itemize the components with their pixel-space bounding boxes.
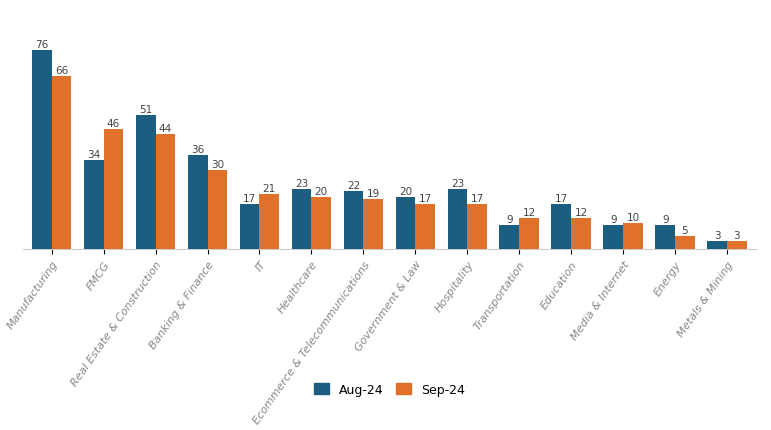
- Bar: [500, 226, 519, 249]
- Bar: [707, 242, 727, 249]
- Text: 23: 23: [295, 178, 308, 188]
- Text: 12: 12: [523, 207, 536, 217]
- Bar: [188, 155, 207, 249]
- Text: 20: 20: [315, 186, 328, 196]
- Text: 5: 5: [682, 225, 689, 235]
- Text: 23: 23: [451, 178, 464, 188]
- Bar: [156, 135, 175, 249]
- Text: 36: 36: [191, 144, 204, 154]
- Text: 19: 19: [367, 189, 380, 199]
- Bar: [136, 116, 156, 249]
- Text: 17: 17: [554, 194, 568, 204]
- Bar: [32, 51, 52, 249]
- Text: 21: 21: [263, 184, 276, 194]
- Text: 44: 44: [159, 123, 172, 133]
- Bar: [604, 226, 623, 249]
- Text: 51: 51: [139, 105, 153, 115]
- Text: 10: 10: [626, 212, 640, 222]
- Bar: [571, 218, 591, 249]
- Bar: [655, 226, 675, 249]
- Bar: [447, 189, 467, 249]
- Text: 22: 22: [347, 181, 360, 191]
- Text: 34: 34: [87, 150, 100, 160]
- Bar: [84, 161, 103, 249]
- Bar: [260, 194, 279, 249]
- Text: 3: 3: [733, 230, 740, 240]
- Bar: [467, 205, 487, 249]
- Text: 9: 9: [662, 215, 668, 225]
- Text: 17: 17: [243, 194, 256, 204]
- Bar: [519, 218, 539, 249]
- Bar: [623, 223, 643, 249]
- Bar: [291, 189, 311, 249]
- Text: 46: 46: [107, 118, 120, 128]
- Text: 9: 9: [610, 215, 617, 225]
- Text: 3: 3: [714, 230, 720, 240]
- Bar: [240, 205, 260, 249]
- Text: 30: 30: [210, 160, 224, 170]
- Text: 20: 20: [399, 186, 412, 196]
- Bar: [207, 171, 227, 249]
- Bar: [396, 197, 416, 249]
- Bar: [551, 205, 571, 249]
- Text: 9: 9: [506, 215, 513, 225]
- Bar: [52, 77, 72, 249]
- Text: 12: 12: [574, 207, 588, 217]
- Text: 17: 17: [419, 194, 432, 204]
- Bar: [675, 237, 695, 249]
- Bar: [416, 205, 435, 249]
- Legend: Aug-24, Sep-24: Aug-24, Sep-24: [309, 378, 470, 401]
- Bar: [727, 242, 747, 249]
- Bar: [344, 192, 363, 249]
- Bar: [103, 129, 123, 249]
- Bar: [363, 200, 383, 249]
- Text: 66: 66: [55, 66, 68, 76]
- Text: 76: 76: [35, 40, 49, 50]
- Text: 17: 17: [470, 194, 483, 204]
- Bar: [311, 197, 332, 249]
